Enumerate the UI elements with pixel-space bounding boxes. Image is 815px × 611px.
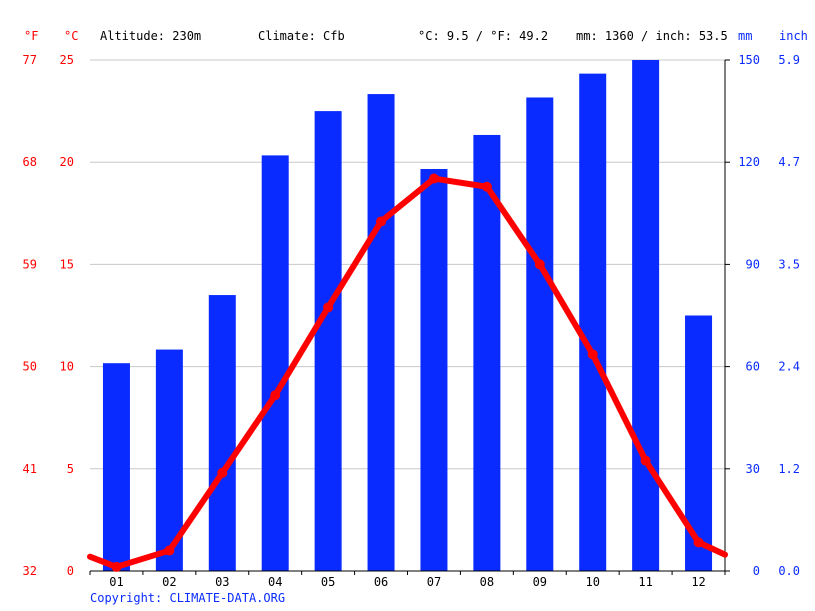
precipitation-bar [261,155,289,572]
celsius-unit-label: °C [64,29,78,43]
month-label: 04 [268,575,282,589]
temperature-point [640,455,651,466]
tick-labels: 77 25 150 5.968 20 120 4.759 15 90 3.550 10 60 2.441… [23,53,800,589]
climate-label: Climate: Cfb [258,29,345,43]
mm-tick-label: 120 [738,155,760,169]
mm-tick-label: 0 [753,564,760,578]
mm-tick-label: 90 [746,257,760,271]
fahrenheit-tick-label: 32 [23,564,37,578]
precipitation-bar [102,363,130,571]
inch-tick-label: 1.2 [778,462,800,476]
temperature-point [270,390,281,401]
inch-tick-label: 5.9 [778,53,800,67]
temperature-line [87,173,728,572]
mm-unit-label: mm [738,29,752,43]
celsius-tick-label: 25 [60,53,74,67]
precipitation-bar [420,169,448,571]
precipitation-bar [314,111,342,571]
fahrenheit-tick-label: 41 [23,462,37,476]
month-label: 06 [374,575,388,589]
month-label: 07 [427,575,441,589]
month-label: 01 [109,575,123,589]
mm-tick-label: 150 [738,53,760,67]
fahrenheit-unit-label: °F [24,29,38,43]
celsius-tick-label: 20 [60,155,74,169]
axes [89,59,730,575]
precipitation-bar [473,134,501,572]
altitude-label: Altitude: 230m [100,29,201,43]
precipitation-bars [102,60,713,572]
celsius-tick-label: 15 [60,257,74,271]
average-temperature-label: °C: 9.5 / °F: 49.2 [418,29,548,43]
mm-tick-label: 60 [746,360,760,374]
fahrenheit-tick-label: 77 [23,53,37,67]
month-label: 03 [215,575,229,589]
precipitation-bar [632,60,660,571]
temperature-point [164,545,175,556]
total-precipitation-label: mm: 1360 / inch: 53.5 [576,29,728,43]
temperature-point [428,173,439,184]
month-label: 05 [321,575,335,589]
mm-tick-label: 30 [746,462,760,476]
month-label: 12 [691,575,705,589]
fahrenheit-tick-label: 59 [23,257,37,271]
fahrenheit-tick-label: 68 [23,155,37,169]
fahrenheit-tick-label: 50 [23,360,37,374]
inch-tick-label: 4.7 [778,155,800,169]
precipitation-bar [579,73,607,572]
precipitation-bar [208,295,236,571]
month-label: 09 [533,575,547,589]
copyright-text: Copyright: CLIMATE-DATA.ORG [90,591,286,605]
celsius-tick-label: 10 [60,360,74,374]
celsius-tick-label: 0 [67,564,74,578]
temperature-polyline [87,175,728,570]
month-label: 02 [162,575,176,589]
month-label: 08 [480,575,494,589]
celsius-tick-label: 5 [67,462,74,476]
precipitation-bar [526,97,554,572]
inch-tick-label: 3.5 [778,257,800,271]
temperature-point [376,216,387,227]
temperature-point [481,181,492,192]
precipitation-bar [367,94,395,572]
temperature-point [217,467,228,478]
temperature-point [587,349,598,360]
month-label: 11 [638,575,652,589]
temperature-point [323,302,334,313]
inch-tick-label: 0.0 [778,564,800,578]
grid-lines [90,59,725,470]
month-label: 10 [585,575,599,589]
inch-unit-label: inch [779,29,808,43]
inch-tick-label: 2.4 [778,360,800,374]
temperature-point [111,561,122,572]
temperature-point [693,537,704,548]
temperature-point [534,259,545,270]
